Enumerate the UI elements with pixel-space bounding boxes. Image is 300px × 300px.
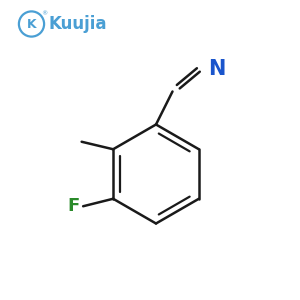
Text: F: F	[67, 197, 80, 215]
Text: N: N	[208, 59, 225, 79]
Text: K: K	[27, 17, 36, 31]
Text: ®: ®	[42, 11, 48, 16]
Text: Kuujia: Kuujia	[49, 15, 107, 33]
